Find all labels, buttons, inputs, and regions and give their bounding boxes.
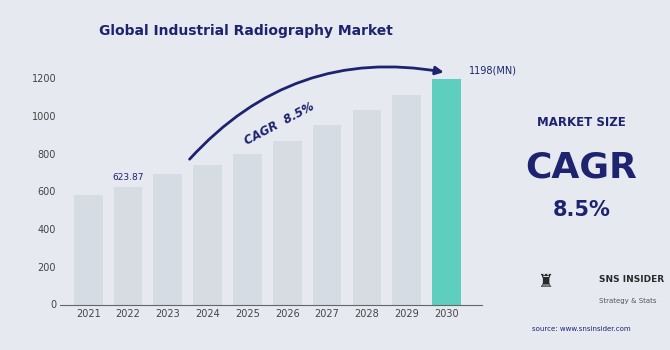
Bar	[74, 195, 103, 304]
Text: CAGR: CAGR	[525, 151, 637, 185]
Bar	[233, 154, 262, 304]
Text: ♜: ♜	[537, 273, 554, 291]
Text: SNS INSIDER: SNS INSIDER	[599, 275, 664, 285]
Text: 1198(MN): 1198(MN)	[468, 66, 517, 76]
Bar	[393, 95, 421, 304]
Text: Strategy & Stats: Strategy & Stats	[599, 298, 657, 304]
Text: 623.87: 623.87	[113, 173, 144, 182]
Text: Global Industrial Radiography Market: Global Industrial Radiography Market	[99, 25, 393, 38]
Bar	[114, 187, 142, 304]
Text: CAGR  8.5%: CAGR 8.5%	[243, 100, 316, 147]
Bar	[313, 125, 342, 304]
Bar	[432, 79, 461, 304]
Text: 8.5%: 8.5%	[552, 200, 610, 220]
Text: source: www.snsinsider.com: source: www.snsinsider.com	[532, 326, 630, 332]
Bar	[153, 174, 182, 304]
Text: Size by 2023 to 2030 (USD Million): Size by 2023 to 2030 (USD Million)	[111, 63, 382, 77]
Bar	[352, 110, 381, 304]
Bar	[273, 141, 302, 304]
Bar	[194, 165, 222, 304]
Text: MARKET SIZE: MARKET SIZE	[537, 116, 626, 129]
